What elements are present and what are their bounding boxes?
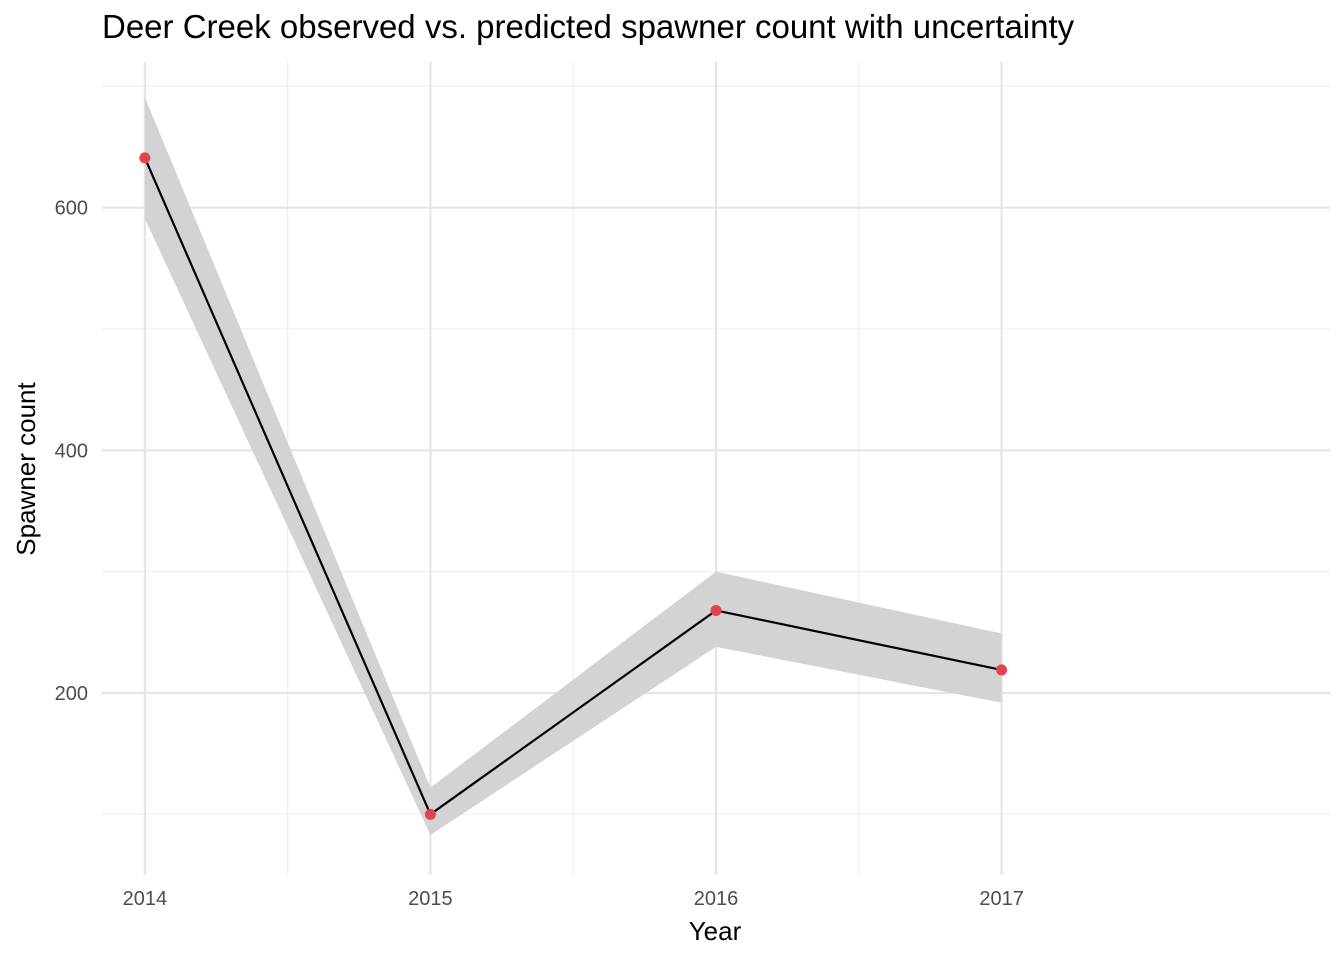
x-tick-label: 2014 bbox=[123, 888, 168, 910]
x-tick-label: 2015 bbox=[408, 888, 453, 910]
y-tick-labels: 200 400 600 bbox=[55, 198, 88, 705]
observed-point bbox=[424, 808, 436, 820]
x-axis-title: Year bbox=[689, 916, 742, 946]
observed-points-layer bbox=[139, 152, 1008, 820]
y-tick-label: 200 bbox=[55, 683, 88, 705]
predicted-line bbox=[143, 157, 1002, 816]
y-tick-label: 600 bbox=[55, 198, 88, 220]
x-tick-label: 2017 bbox=[979, 888, 1024, 910]
predicted-line-layer bbox=[143, 157, 1002, 816]
observed-point bbox=[710, 604, 722, 616]
observed-point bbox=[139, 152, 151, 164]
observed-point bbox=[996, 664, 1008, 676]
x-tick-labels: 2014 2015 2016 2017 bbox=[123, 888, 1024, 910]
y-axis-title: Spawner count bbox=[11, 382, 41, 556]
chart-title: Deer Creek observed vs. predicted spawne… bbox=[102, 8, 1075, 45]
y-tick-label: 400 bbox=[55, 440, 88, 462]
x-tick-label: 2016 bbox=[694, 888, 739, 910]
